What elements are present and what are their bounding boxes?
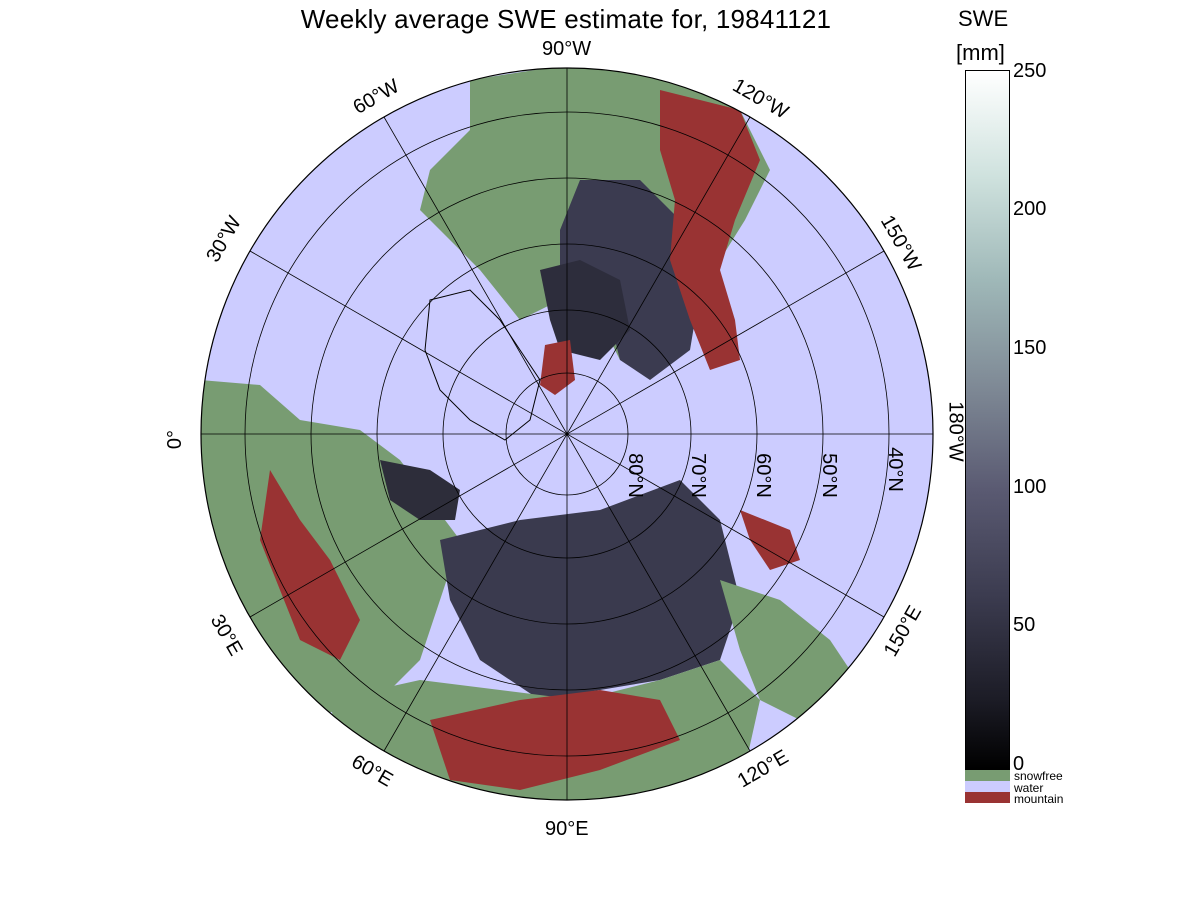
- lon-label-90w: 90°W: [542, 38, 592, 60]
- colorbar-title: SWE: [958, 6, 1009, 31]
- lat-label-40n: 40°N: [883, 447, 906, 492]
- asia-mountain: [430, 690, 680, 790]
- europe-mountain: [260, 470, 360, 660]
- colorbar-tick-150: 150: [1013, 337, 1047, 359]
- meridian-150w-30e: [249, 250, 885, 618]
- greenland-outline: [424, 289, 541, 441]
- east-asia-mountain: [740, 510, 800, 570]
- graticule: [201, 68, 933, 800]
- map-boundary: [200, 67, 934, 801]
- north-america-snow: [560, 180, 700, 380]
- colorbar-unit: [mm]: [956, 40, 1005, 65]
- lon-label-0: 0°: [164, 429, 187, 450]
- colorbar-tick-50: 50: [1013, 614, 1036, 636]
- lon-label-90e: 90°E: [545, 818, 589, 840]
- lat-label-70n: 70°N: [686, 453, 709, 498]
- swe-colorbar: [965, 70, 1010, 770]
- north-america-mountain: [660, 90, 760, 370]
- polar-snow-map: [200, 67, 934, 801]
- colorbar-tick-100: 100: [1013, 476, 1047, 498]
- legend-swatch-mountain: [965, 792, 1010, 803]
- map-title: Weekly average SWE estimate for, 1984112…: [300, 4, 832, 34]
- legend-label-snowfree: snowfree: [1014, 769, 1063, 783]
- ellesmere-mountain: [540, 340, 575, 395]
- colorbar-tick-250: 250: [1013, 60, 1047, 82]
- east-asia-snowfree: [720, 580, 850, 720]
- lat-label-50n: 50°N: [817, 453, 840, 498]
- legend-swatch-water: [965, 781, 1010, 792]
- lat-label-80n: 80°N: [623, 453, 646, 498]
- colorbar-tick-0: 0: [1013, 753, 1025, 775]
- lon-label-180w: 180°W: [944, 401, 967, 462]
- arctic-islands: [540, 260, 630, 360]
- colorbar-tick-200: 200: [1013, 198, 1047, 220]
- legend-label-mountain: mountain: [1014, 792, 1064, 806]
- legend-label-water: water: [1014, 781, 1044, 795]
- scandinavia-snow: [380, 460, 460, 520]
- asia-snow: [440, 480, 740, 700]
- legend-swatch-snowfree: [965, 770, 1010, 781]
- lat-label-60n: 60°N: [751, 453, 774, 498]
